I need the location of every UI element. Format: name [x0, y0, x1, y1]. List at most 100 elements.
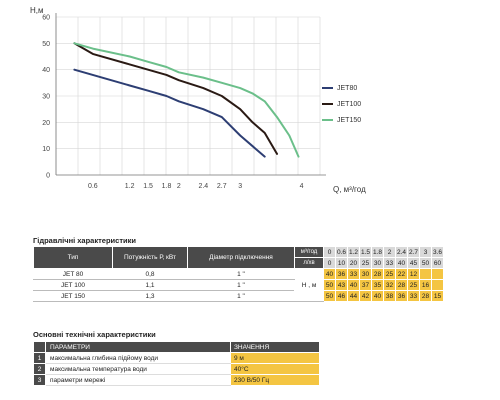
y-tick-label: 20: [42, 120, 50, 127]
h-value: 37: [359, 279, 372, 291]
q-value: 2: [383, 246, 396, 258]
table-row: 2 максимальна температура води 40°С: [33, 363, 320, 375]
q-value: 1.2: [347, 246, 360, 258]
y-tick-label: 30: [42, 94, 50, 101]
q-value: 0.6: [335, 246, 348, 258]
header-diameter: Діаметр підключення: [187, 246, 295, 269]
h-value: 40: [371, 290, 384, 302]
legend-item-jet150: JET150: [322, 112, 361, 128]
legend-item-jet80: JET80: [322, 80, 361, 96]
h-value: 50: [323, 290, 336, 302]
header-type: Тип: [33, 246, 113, 269]
h-value: 28: [395, 279, 408, 291]
table-row: JET 80 0,8 1 " Н , м 40 36 33 30 28 25 2…: [33, 268, 444, 302]
chart-axes: [55, 13, 326, 176]
specs-section-title: Основні технічні характеристики: [33, 330, 156, 339]
legend-label-jet100: JET100: [337, 100, 362, 108]
model-name: JET 100: [33, 279, 113, 291]
y-tick-label: 40: [42, 67, 50, 74]
model-name: JET 80: [33, 268, 113, 280]
y-axis-label: Н,м: [30, 6, 44, 15]
x-tick-label: 0.6: [88, 183, 98, 190]
model-diameter: 1 ": [187, 290, 295, 302]
specs-header-value: ЗНАЧЕННЯ: [230, 341, 320, 353]
h-value: 25: [407, 279, 420, 291]
series-line-jet100: [73, 42, 278, 155]
lmin-value: 20: [347, 257, 360, 269]
specs-table: ПАРАМЕТРИ ЗНАЧЕННЯ 1 максимальна глибина…: [33, 341, 320, 386]
y-tick-label: 0: [46, 173, 50, 180]
x-tick-label: 4: [300, 183, 304, 190]
model-power: 0,8: [112, 268, 188, 280]
header-unit-q: м³/год: [294, 246, 324, 258]
h-value: 25: [383, 268, 396, 280]
legend-label-jet80: JET80: [337, 84, 358, 92]
h-value: 38: [383, 290, 396, 302]
table-row: 1 максимальна глибина підйому води 9 м: [33, 352, 320, 364]
x-tick-labels: 0.6 1.2 1.5 1.8 2 2.4 2.7 3 4: [88, 183, 304, 190]
h-value: 44: [347, 290, 360, 302]
model-name: JET 150: [33, 290, 113, 302]
model-diameter: 1 ": [187, 279, 295, 291]
y-tick-label: 10: [42, 146, 50, 153]
q-value: 3: [419, 246, 432, 258]
h-value: 28: [371, 268, 384, 280]
lmin-value: 10: [335, 257, 348, 269]
h-value: 12: [407, 268, 420, 280]
spec-value: 40°С: [230, 363, 320, 375]
h-value: 40: [347, 279, 360, 291]
hydraulic-table: Тип Потужність Р, кВт Діаметр підключенн…: [33, 246, 444, 302]
lmin-value: 0: [323, 257, 336, 269]
lmin-value: 50: [419, 257, 432, 269]
h-value: 50: [323, 279, 336, 291]
series-lines: [73, 42, 300, 158]
h-value: [431, 268, 444, 280]
series-line-jet150: [73, 42, 300, 158]
hydraulic-section-title: Гідравлічні характеристики: [33, 236, 136, 245]
q-value: 2.4: [395, 246, 408, 258]
model-diameter: 1 ": [187, 268, 295, 280]
header-power: Потужність Р, кВт: [112, 246, 188, 269]
lmin-value: 25: [359, 257, 372, 269]
table-row: JET 100 1,1 1 " 50 43 40 37 35 32 28 25 …: [33, 279, 444, 291]
spec-param: максимальна глибина підйому води: [45, 352, 231, 364]
model-power: 1,3: [112, 290, 188, 302]
lmin-value: 60: [431, 257, 444, 269]
specs-header-row: ПАРАМЕТРИ ЗНАЧЕННЯ: [33, 341, 320, 353]
h-value: 16: [419, 279, 432, 291]
table-row: 3 параметри мережі 230 В/50 Гц: [33, 374, 320, 386]
spec-value: 230 В/50 Гц: [230, 374, 320, 386]
y-tick-labels: 0 10 20 30 40 50 60: [42, 15, 50, 180]
h-value: 46: [335, 290, 348, 302]
q-value: 2.7: [407, 246, 420, 258]
specs-header-param: ПАРАМЕТРИ: [45, 341, 231, 353]
x-tick-label: 3: [238, 183, 242, 190]
x-tick-label: 1.2: [125, 183, 135, 190]
spec-param: максимальна температура води: [45, 363, 231, 375]
h-value: 36: [335, 268, 348, 280]
h-value: 43: [335, 279, 348, 291]
y-tick-label: 60: [42, 15, 50, 22]
spec-param: параметри мережі: [45, 374, 231, 386]
legend-swatch-jet80: [322, 87, 333, 89]
hydraulic-header-row-q: Тип Потужність Р, кВт Діаметр підключенн…: [33, 246, 444, 269]
lmin-value: 30: [371, 257, 384, 269]
x-axis-label: Q, м³/год: [333, 185, 366, 194]
x-tick-label: 1.8: [162, 183, 172, 190]
legend-label-jet150: JET150: [337, 116, 362, 124]
lmin-value: 45: [407, 257, 420, 269]
x-tick-label: 2: [177, 183, 181, 190]
h-value: 33: [407, 290, 420, 302]
spec-num: 3: [33, 374, 46, 386]
legend-item-jet100: JET100: [322, 96, 361, 112]
chart-grid: [55, 16, 321, 176]
h-value: 15: [431, 290, 444, 302]
h-value: 35: [371, 279, 384, 291]
chart-legend: JET80 JET100 JET150: [322, 80, 361, 128]
legend-swatch-jet100: [322, 103, 333, 105]
q-value: 3.6: [431, 246, 444, 258]
lmin-value: 40: [395, 257, 408, 269]
q-value: 1.8: [371, 246, 384, 258]
spec-value: 9 м: [230, 352, 320, 364]
